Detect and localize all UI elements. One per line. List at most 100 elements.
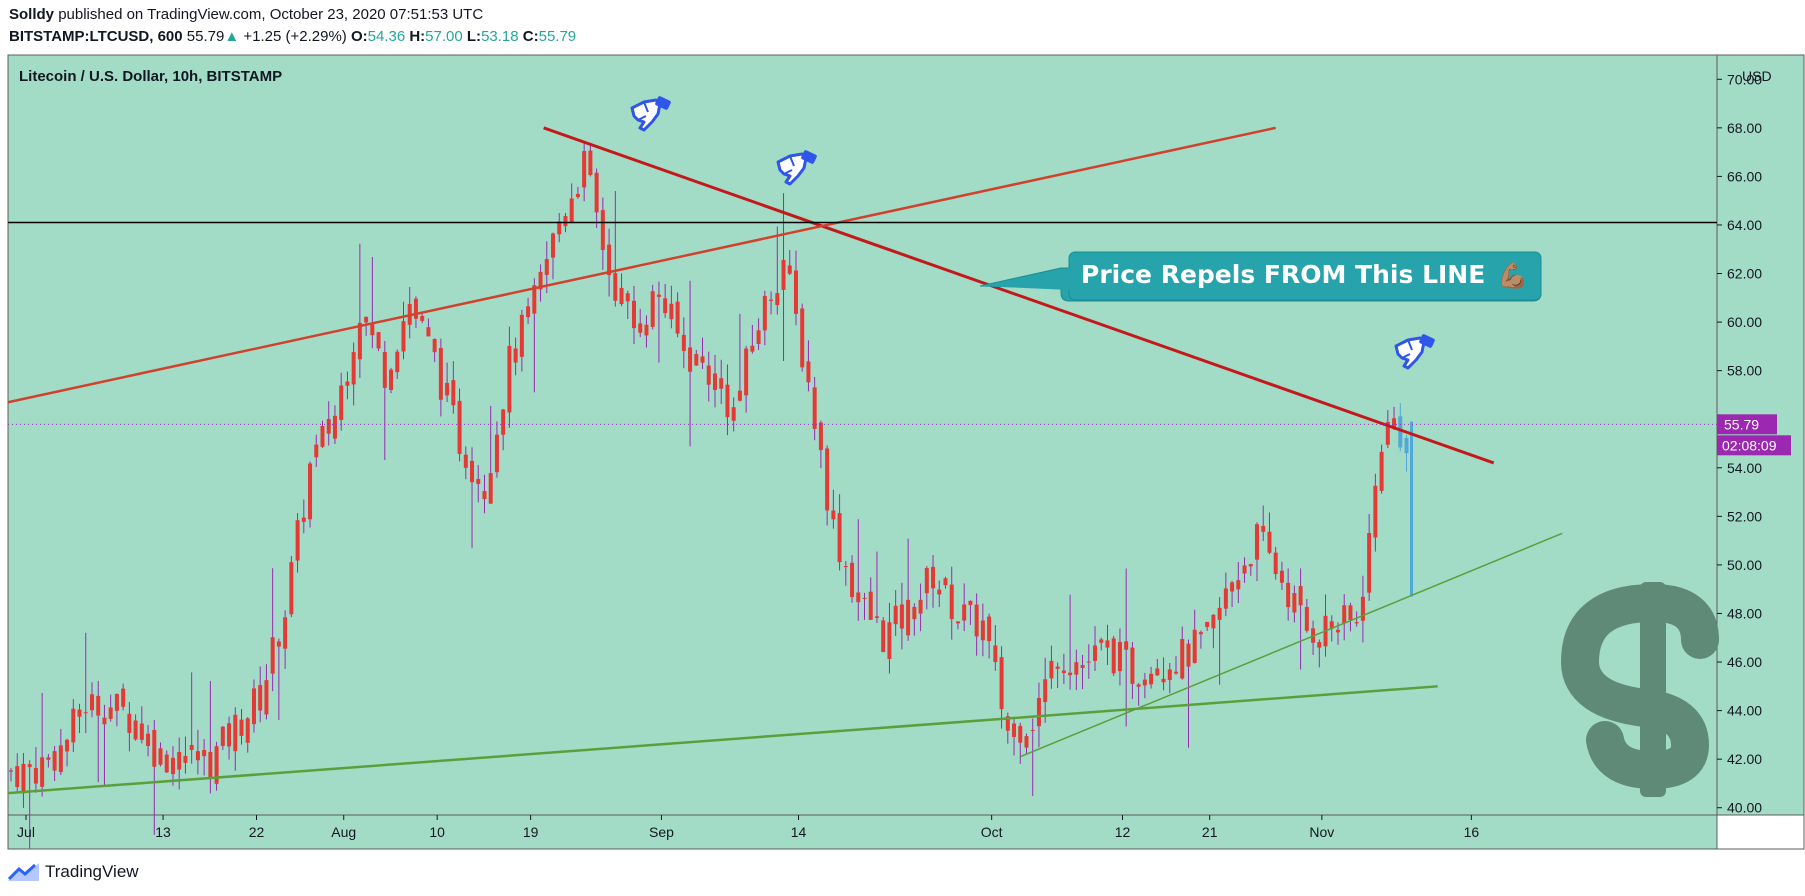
- candle-body[interactable]: [613, 273, 618, 301]
- candle-body[interactable]: [1111, 638, 1116, 674]
- candle-body[interactable]: [924, 568, 929, 594]
- candle-body[interactable]: [582, 151, 587, 188]
- candle-body[interactable]: [1198, 632, 1203, 635]
- candle-body[interactable]: [800, 308, 805, 368]
- candle-body[interactable]: [968, 600, 973, 606]
- candle-body[interactable]: [600, 210, 605, 251]
- candle-body[interactable]: [1342, 605, 1347, 624]
- candle-body[interactable]: [787, 265, 792, 274]
- candle-body[interactable]: [868, 591, 873, 620]
- candle-body[interactable]: [594, 172, 599, 213]
- candle-body[interactable]: [955, 621, 960, 624]
- candle-body[interactable]: [1261, 525, 1266, 532]
- candle-body[interactable]: [1211, 614, 1216, 629]
- candle-body[interactable]: [89, 694, 94, 711]
- candle-body[interactable]: [1385, 421, 1390, 445]
- plot-area[interactable]: [7, 54, 1718, 816]
- annotation-callout[interactable]: Price Repels FROM This LINE 💪🏽: [979, 251, 1542, 302]
- candle-body[interactable]: [1398, 416, 1403, 448]
- trendline[interactable]: [7, 685, 1438, 795]
- candle-body[interactable]: [644, 324, 649, 336]
- candle-body[interactable]: [607, 244, 612, 276]
- candle-body[interactable]: [588, 150, 593, 176]
- candle-body[interactable]: [401, 321, 406, 352]
- candle-body[interactable]: [376, 332, 381, 349]
- candle-body[interactable]: [719, 378, 724, 389]
- candle-body[interactable]: [1292, 593, 1297, 613]
- candle-body[interactable]: [494, 434, 499, 473]
- candle-body[interactable]: [737, 390, 742, 401]
- candle-body[interactable]: [887, 622, 892, 659]
- candle-body[interactable]: [1030, 730, 1035, 732]
- trendline[interactable]: [7, 126, 1276, 404]
- candle-body[interactable]: [457, 400, 462, 454]
- candle-body[interactable]: [183, 755, 188, 763]
- candle-body[interactable]: [239, 719, 244, 736]
- candle-body[interactable]: [220, 726, 225, 746]
- candle-body[interactable]: [1379, 451, 1384, 491]
- candle-body[interactable]: [21, 763, 26, 794]
- candle-body[interactable]: [476, 478, 481, 484]
- candle-body[interactable]: [1167, 669, 1172, 680]
- candle-body[interactable]: [1373, 485, 1378, 538]
- candle-body[interactable]: [526, 306, 531, 318]
- candle-body[interactable]: [152, 729, 157, 767]
- candle-body[interactable]: [1267, 531, 1272, 553]
- candle-body[interactable]: [943, 578, 948, 586]
- candle-body[interactable]: [1099, 639, 1104, 643]
- candle-body[interactable]: [1223, 588, 1228, 609]
- candle-body[interactable]: [289, 562, 294, 615]
- candle-body[interactable]: [488, 473, 493, 504]
- candle-body[interactable]: [1329, 621, 1334, 629]
- candle-body[interactable]: [712, 373, 717, 390]
- candle-body[interactable]: [1130, 647, 1135, 684]
- candle-body[interactable]: [1404, 437, 1409, 454]
- candle-body[interactable]: [874, 616, 879, 618]
- candle-body[interactable]: [1236, 580, 1241, 590]
- candle-body[interactable]: [937, 589, 942, 595]
- candle-body[interactable]: [1298, 586, 1303, 606]
- candle-body[interactable]: [962, 604, 967, 621]
- candle-body[interactable]: [227, 723, 232, 747]
- candle-body[interactable]: [420, 315, 425, 321]
- candle-body[interactable]: [71, 708, 76, 743]
- candle-body[interactable]: [251, 688, 256, 725]
- candle-body[interactable]: [1136, 684, 1141, 687]
- candle-body[interactable]: [694, 354, 699, 366]
- candle-body[interactable]: [756, 330, 761, 344]
- candle-body[interactable]: [1286, 582, 1291, 608]
- candle-body[interactable]: [46, 757, 51, 760]
- candle-body[interactable]: [15, 766, 20, 788]
- candle-body[interactable]: [1061, 670, 1066, 674]
- candle-body[interactable]: [1055, 666, 1060, 669]
- candle-body[interactable]: [413, 298, 418, 319]
- candle-body[interactable]: [77, 709, 82, 717]
- candle-body[interactable]: [301, 517, 306, 522]
- candle-body[interactable]: [233, 714, 238, 752]
- candle-body[interactable]: [1155, 668, 1160, 676]
- candle-body[interactable]: [893, 605, 898, 625]
- candle-body[interactable]: [999, 657, 1004, 710]
- candle-body[interactable]: [202, 750, 207, 757]
- candle-body[interactable]: [1117, 641, 1122, 672]
- tradingview-brand[interactable]: TradingView: [8, 862, 139, 882]
- candle-body[interactable]: [108, 707, 113, 719]
- candle-body[interactable]: [351, 352, 356, 385]
- candle-body[interactable]: [320, 425, 325, 447]
- candle-body[interactable]: [432, 339, 437, 353]
- candle-body[interactable]: [1186, 643, 1191, 667]
- candle-body[interactable]: [557, 221, 562, 235]
- candle-body[interactable]: [507, 345, 512, 413]
- candle-body[interactable]: [276, 641, 281, 647]
- candle-body[interactable]: [569, 198, 574, 222]
- candle-body[interactable]: [195, 751, 200, 761]
- candle-body[interactable]: [426, 327, 431, 337]
- candle-body[interactable]: [482, 491, 487, 500]
- candle-body[interactable]: [1255, 524, 1259, 560]
- candle-body[interactable]: [818, 422, 823, 451]
- candle-body[interactable]: [1174, 671, 1179, 674]
- candle-body[interactable]: [1205, 621, 1210, 627]
- candle-body[interactable]: [987, 616, 992, 642]
- candle-body[interactable]: [258, 685, 263, 711]
- candle-body[interactable]: [862, 597, 867, 599]
